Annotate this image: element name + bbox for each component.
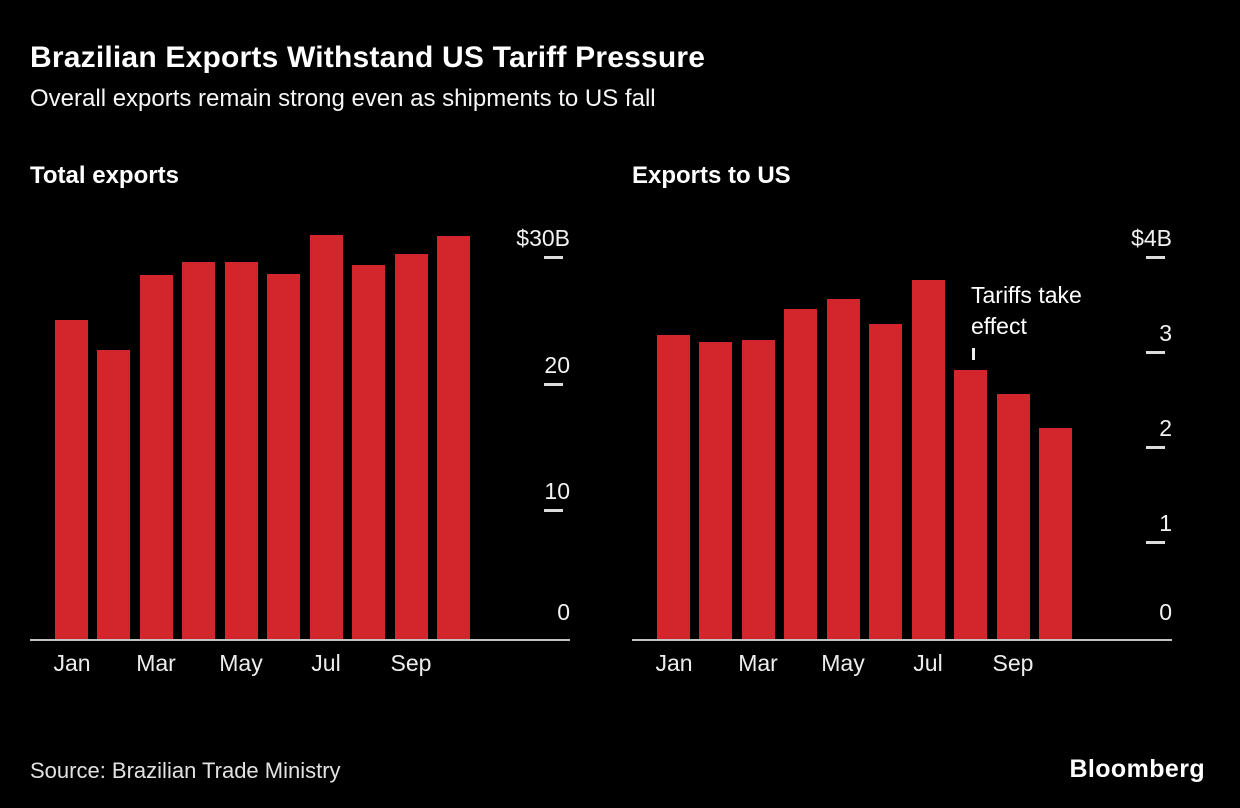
bar-sep <box>394 254 428 639</box>
chart-subtitle: Overall exports remain strong even as sh… <box>30 85 656 112</box>
bar-group-total-exports <box>55 235 470 639</box>
bar-jan <box>657 335 690 639</box>
bar-feb <box>699 342 733 639</box>
chart-title: Brazilian Exports Withstand US Tariff Pr… <box>30 41 706 74</box>
panel-title-total-exports: Total exports <box>30 162 179 189</box>
y-axis-exports-to-us: $4B 3 2 1 0 <box>1082 221 1172 639</box>
y-axis-label: 3 <box>1159 320 1172 346</box>
y-axis-tick-1: 1 <box>1146 510 1172 544</box>
bar-jul <box>309 235 343 639</box>
bar-feb <box>97 350 131 639</box>
y-axis-label: $4B <box>1131 225 1172 251</box>
x-axis-label-jul: Jul <box>913 650 943 676</box>
x-axis-total-exports: Jan Mar May Jul Sep <box>30 650 570 684</box>
y-axis-tick-0: 0 <box>1159 599 1172 625</box>
plot-area-total-exports: $30B 20 10 0 <box>30 221 570 641</box>
bar-mar <box>139 275 173 639</box>
chart-header: Brazilian Exports Withstand US Tariff Pr… <box>30 40 1210 113</box>
x-axis-label-mar: Mar <box>136 650 176 676</box>
bar-may <box>826 299 860 639</box>
chart-total-exports: Total exports $30B 20 10 0 Jan Mar May Jul Sep <box>30 162 570 684</box>
y-axis-tick-mark <box>544 256 563 259</box>
x-axis-label-may: May <box>821 650 865 676</box>
bar-aug <box>352 265 386 639</box>
y-axis-label: $30B <box>516 225 570 251</box>
panel-title-exports-to-us: Exports to US <box>632 162 791 189</box>
bar-apr <box>784 309 818 639</box>
y-axis-tick-4: $4B <box>1131 225 1172 259</box>
bar-sep <box>996 394 1030 639</box>
source-note: Source: Brazilian Trade Ministry <box>30 758 341 783</box>
y-axis-label: 20 <box>544 352 570 378</box>
y-axis-tick-20: 20 <box>544 352 570 386</box>
y-axis-label: 0 <box>557 599 570 625</box>
x-axis-exports-to-us: Jan Mar May Jul Sep <box>632 650 1172 684</box>
y-axis-tick-0: 0 <box>557 599 570 625</box>
annotation-tariffs-take-effect: Tariffs take effect <box>971 280 1082 360</box>
y-axis-tick-mark <box>1146 541 1165 544</box>
bar-jul <box>911 280 945 639</box>
bloomberg-logo: Bloomberg <box>1069 755 1205 783</box>
y-axis-tick-mark <box>1146 256 1165 259</box>
y-axis-tick-mark <box>544 509 563 512</box>
x-axis-label-sep: Sep <box>992 650 1034 676</box>
bar-oct <box>1038 428 1072 639</box>
y-axis-label: 2 <box>1159 415 1172 441</box>
bar-oct <box>436 236 470 639</box>
bar-apr <box>182 262 216 639</box>
bar-group-exports-to-us <box>657 280 1072 639</box>
y-axis-tick-mark <box>544 383 563 386</box>
y-axis-tick-mark <box>1146 446 1165 449</box>
y-axis-tick-3: 3 <box>1146 320 1172 354</box>
x-axis-label-jan: Jan <box>53 650 91 676</box>
bar-mar <box>741 340 775 639</box>
x-axis-label-sep: Sep <box>390 650 432 676</box>
y-axis-label: 1 <box>1159 510 1172 536</box>
annotation-text: effect <box>971 313 1027 339</box>
x-axis-label-mar: Mar <box>738 650 778 676</box>
y-axis-label: 0 <box>1159 599 1172 625</box>
y-axis-tick-2: 2 <box>1146 415 1172 449</box>
plot-area-exports-to-us: $4B 3 2 1 0 Tariffs take effect <box>632 221 1172 641</box>
chart-exports-to-us: Exports to US $4B 3 2 1 0 Tariffs take effect… <box>632 162 1172 684</box>
annotation-text: Tariffs take <box>971 282 1082 308</box>
y-axis-label: 10 <box>544 478 570 504</box>
x-axis-label-may: May <box>219 650 263 676</box>
bar-aug <box>954 370 988 639</box>
chart-footer: Source: Brazilian Trade Ministry Bloombe… <box>30 755 1205 784</box>
y-axis-total-exports: $30B 20 10 0 <box>480 221 570 639</box>
y-axis-tick-10: 10 <box>544 478 570 512</box>
x-axis-label-jan: Jan <box>655 650 693 676</box>
bar-may <box>224 262 258 639</box>
bar-jan <box>55 320 88 639</box>
y-axis-tick-30: $30B <box>516 225 570 259</box>
bar-jun <box>869 324 903 639</box>
y-axis-tick-mark <box>1146 351 1165 354</box>
bar-jun <box>267 274 301 639</box>
annotation-pointer <box>972 348 975 360</box>
x-axis-label-jul: Jul <box>311 650 341 676</box>
